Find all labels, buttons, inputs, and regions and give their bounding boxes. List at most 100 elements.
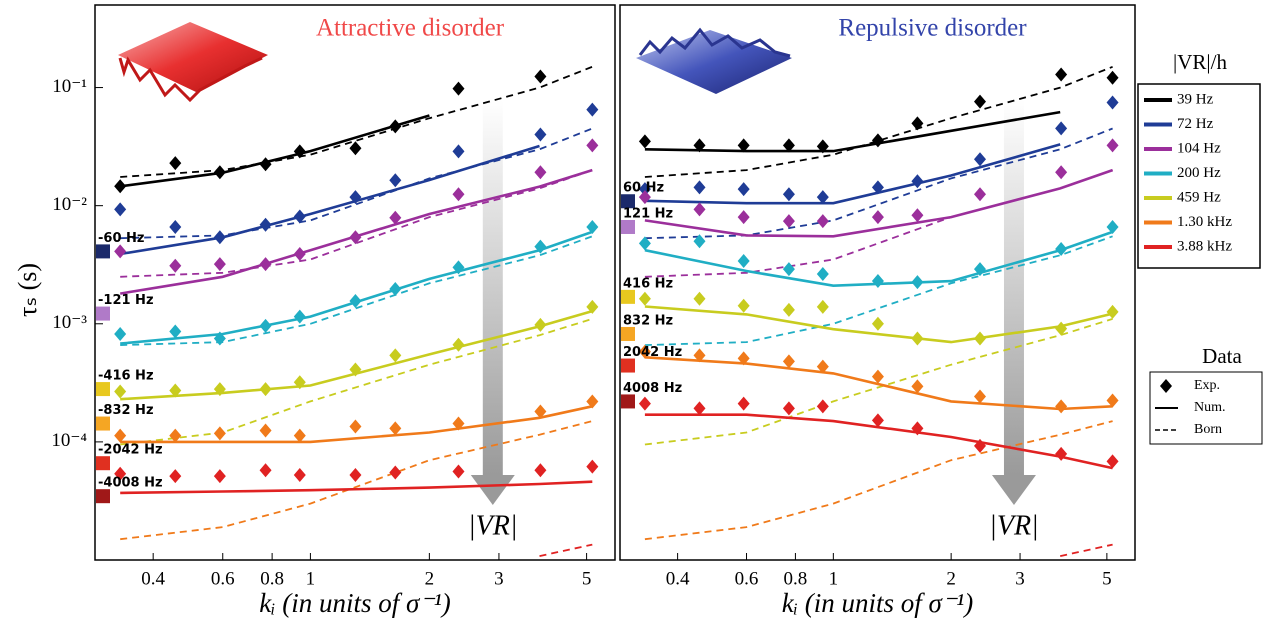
level-label: -2042 Hz xyxy=(98,443,163,458)
level-marker xyxy=(96,456,110,471)
exp-point xyxy=(349,293,362,308)
x-tick-label: 0.6 xyxy=(735,568,759,589)
exp-point xyxy=(871,180,884,195)
level-label: -121 Hz xyxy=(98,293,154,308)
exp-point xyxy=(693,348,706,363)
exp-point xyxy=(114,428,127,443)
exp-point xyxy=(534,165,547,180)
exp-point xyxy=(973,438,986,453)
exp-point xyxy=(638,344,651,359)
level-label: 2042 Hz xyxy=(623,345,682,360)
panel: Attractive disorder 0.4 0.6 0.8 1 2 3 5 kᵢ (in u… xyxy=(13,4,616,618)
exp-point xyxy=(1106,138,1119,153)
num-curve xyxy=(120,309,593,401)
exp-point xyxy=(349,190,362,205)
level-marker xyxy=(96,306,110,321)
exp-point xyxy=(911,379,924,394)
exp-point xyxy=(534,127,547,142)
exp-point xyxy=(737,351,750,366)
exp-point xyxy=(871,413,884,428)
level-label: -416 Hz xyxy=(98,369,154,384)
exp-point xyxy=(259,217,272,232)
exp-point xyxy=(293,209,306,224)
exp-point xyxy=(389,119,402,134)
num-curve xyxy=(644,305,1113,344)
exp-point xyxy=(638,134,651,149)
exp-point xyxy=(816,214,829,229)
x-tick-label: 2 xyxy=(946,568,956,589)
exp-point xyxy=(1106,70,1119,85)
exp-point xyxy=(1055,241,1068,256)
x-tick-label: 0.4 xyxy=(666,568,690,589)
exp-point xyxy=(169,383,182,398)
exp-point xyxy=(911,421,924,436)
born-curve xyxy=(120,169,593,278)
level-marker xyxy=(621,289,635,304)
born-curve xyxy=(644,65,1113,178)
level-marker xyxy=(96,416,110,431)
exp-point xyxy=(213,165,226,180)
born-curve xyxy=(120,235,593,346)
level-marker xyxy=(621,194,635,209)
num-curve xyxy=(644,413,1113,470)
num-curve xyxy=(644,110,1061,153)
level-label: -60 Hz xyxy=(98,231,144,246)
x-tick-label: 3 xyxy=(1015,568,1025,589)
arrow-shaft xyxy=(482,100,503,475)
exp-point xyxy=(169,258,182,273)
exp-point xyxy=(452,187,465,202)
exp-point xyxy=(534,404,547,419)
exp-point xyxy=(911,331,924,346)
exp-point xyxy=(452,81,465,96)
exp-point xyxy=(737,298,750,313)
x-tick-label: 0.8 xyxy=(260,568,284,589)
exp-point xyxy=(213,469,226,484)
exp-point xyxy=(816,139,829,154)
exp-point xyxy=(534,317,547,332)
exp-point xyxy=(452,144,465,159)
exp-point xyxy=(638,190,651,205)
exp-point xyxy=(293,144,306,159)
level-marker xyxy=(96,382,110,397)
born-curve xyxy=(539,543,593,557)
exp-point xyxy=(389,281,402,296)
data-legend-box xyxy=(1149,371,1263,445)
num-curve xyxy=(644,356,1113,411)
arrow-shaft xyxy=(1003,100,1024,475)
num-curve xyxy=(119,168,593,295)
num-curve xyxy=(119,144,540,256)
exp-point xyxy=(452,337,465,352)
exp-point xyxy=(1055,67,1068,82)
attractive-surface-spikes xyxy=(118,56,263,103)
exp-point xyxy=(973,152,986,167)
exp-point xyxy=(1106,454,1119,469)
born-curve xyxy=(644,235,1113,346)
level-marker xyxy=(621,219,635,234)
exp-point xyxy=(586,138,599,153)
exp-point xyxy=(389,173,402,188)
level-label: -832 Hz xyxy=(98,403,154,418)
exp-point xyxy=(782,138,795,153)
exp-point xyxy=(293,375,306,390)
arrow-head xyxy=(470,475,515,505)
born-curve xyxy=(1060,543,1113,557)
exp-point xyxy=(213,257,226,272)
born-curve xyxy=(120,65,593,178)
exp-point xyxy=(871,133,884,148)
data-legend-title: Data xyxy=(1202,344,1242,368)
x-tick-label: 0.8 xyxy=(784,568,808,589)
attractive-surface xyxy=(118,22,268,92)
exp-point xyxy=(1055,121,1068,136)
repulsive-surface-spikes xyxy=(638,27,791,58)
exp-point xyxy=(871,274,884,289)
x-axis-label: kᵢ (in units of σ⁻¹) xyxy=(782,588,973,618)
x-tick-label: 5 xyxy=(1102,568,1112,589)
num-curve xyxy=(120,114,430,188)
exp-point xyxy=(349,230,362,245)
exp-point xyxy=(737,182,750,197)
born-curve xyxy=(120,127,593,240)
exp-point xyxy=(349,419,362,434)
exp-point xyxy=(452,260,465,275)
exp-point xyxy=(259,157,272,172)
exp-point xyxy=(816,266,829,281)
